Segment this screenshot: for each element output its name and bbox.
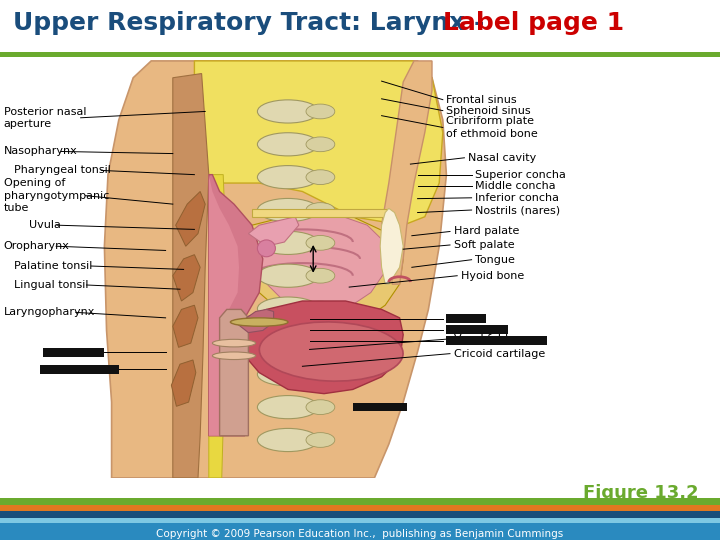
- Text: Laryngopharynx: Laryngopharynx: [4, 307, 95, 318]
- Polygon shape: [248, 213, 389, 314]
- Bar: [40, 364, 119, 374]
- Polygon shape: [173, 73, 209, 478]
- Ellipse shape: [306, 400, 335, 415]
- Text: Label page 1: Label page 1: [443, 11, 624, 35]
- Bar: [0, 511, 720, 518]
- Polygon shape: [382, 61, 432, 284]
- Polygon shape: [248, 217, 299, 246]
- Ellipse shape: [258, 363, 319, 386]
- Polygon shape: [230, 301, 403, 394]
- Bar: [446, 326, 508, 334]
- Text: Inferior concha: Inferior concha: [475, 193, 559, 203]
- Text: Tongue: Tongue: [475, 255, 515, 265]
- Text: Upper Respiratory Tract: Larynx -: Upper Respiratory Tract: Larynx -: [13, 11, 493, 35]
- Ellipse shape: [306, 433, 335, 447]
- Ellipse shape: [306, 301, 335, 316]
- Ellipse shape: [306, 235, 335, 250]
- Text: Posterior nasal
aperture: Posterior nasal aperture: [4, 106, 86, 129]
- Text: Cricoid cartilage: Cricoid cartilage: [454, 349, 545, 359]
- Polygon shape: [176, 192, 205, 246]
- Ellipse shape: [258, 330, 319, 353]
- Polygon shape: [104, 61, 446, 478]
- Text: Nasopharynx: Nasopharynx: [4, 146, 77, 157]
- Bar: [0, 498, 720, 504]
- Polygon shape: [171, 360, 196, 406]
- Polygon shape: [380, 208, 403, 284]
- Polygon shape: [194, 61, 443, 225]
- Bar: [0, 489, 720, 498]
- Ellipse shape: [259, 322, 403, 381]
- Text: Sphenoid sinus: Sphenoid sinus: [446, 106, 531, 116]
- Text: Soft palate: Soft palate: [454, 240, 514, 250]
- Bar: [0, 52, 720, 57]
- Text: Opening of
pharyngotympanic
tube: Opening of pharyngotympanic tube: [4, 178, 109, 213]
- Ellipse shape: [258, 231, 319, 254]
- Ellipse shape: [258, 428, 319, 451]
- Ellipse shape: [212, 339, 256, 347]
- Text: Palatine tonsil: Palatine tonsil: [14, 261, 93, 271]
- Bar: [0, 524, 720, 526]
- Text: Oropharynx: Oropharynx: [4, 241, 69, 251]
- Text: Hyoid bone: Hyoid bone: [461, 271, 524, 281]
- Text: Uvula: Uvula: [29, 220, 60, 230]
- Polygon shape: [209, 174, 227, 478]
- Ellipse shape: [306, 268, 335, 283]
- Bar: [0, 505, 720, 511]
- Bar: [0, 518, 720, 523]
- Text: Hard palate: Hard palate: [454, 226, 519, 237]
- Text: Cribriform plate
of ethmoid bone: Cribriform plate of ethmoid bone: [446, 116, 538, 139]
- Ellipse shape: [306, 367, 335, 382]
- Ellipse shape: [258, 100, 319, 123]
- Text: Frontal sinus: Frontal sinus: [446, 94, 517, 105]
- Ellipse shape: [306, 334, 335, 349]
- Ellipse shape: [258, 240, 275, 256]
- Ellipse shape: [306, 104, 335, 119]
- Polygon shape: [209, 174, 239, 436]
- Ellipse shape: [306, 137, 335, 152]
- Polygon shape: [230, 213, 403, 326]
- Polygon shape: [173, 255, 200, 301]
- Bar: [43, 348, 104, 357]
- Text: Pharyngeal tonsil: Pharyngeal tonsil: [14, 165, 112, 176]
- Text: Figure 13.2: Figure 13.2: [582, 484, 698, 502]
- Text: Copyright © 2009 Pearson Education Inc.,  publishing as Benjamin Cummings: Copyright © 2009 Pearson Education Inc.,…: [156, 529, 564, 539]
- Bar: [0, 526, 720, 540]
- Ellipse shape: [258, 166, 319, 189]
- Ellipse shape: [258, 264, 319, 287]
- Ellipse shape: [212, 352, 256, 360]
- Ellipse shape: [258, 133, 319, 156]
- Polygon shape: [209, 174, 263, 436]
- Bar: [252, 209, 389, 217]
- Bar: [353, 403, 407, 411]
- Text: Nasal cavity: Nasal cavity: [468, 153, 536, 163]
- Ellipse shape: [258, 297, 319, 320]
- Bar: [0, 523, 720, 540]
- Bar: [446, 336, 547, 345]
- Polygon shape: [173, 305, 198, 347]
- Text: Lingual tonsil: Lingual tonsil: [14, 280, 89, 290]
- Text: Middle concha: Middle concha: [475, 181, 556, 191]
- Text: Nostrils (nares): Nostrils (nares): [475, 205, 560, 215]
- Ellipse shape: [230, 318, 288, 326]
- Ellipse shape: [258, 396, 319, 418]
- Polygon shape: [220, 309, 248, 436]
- Ellipse shape: [258, 198, 319, 221]
- Text: Superior concha: Superior concha: [475, 171, 566, 180]
- Polygon shape: [238, 309, 274, 333]
- Ellipse shape: [306, 202, 335, 218]
- Text: Vocal fold: Vocal fold: [454, 334, 508, 344]
- Bar: [446, 314, 486, 323]
- Ellipse shape: [306, 170, 335, 185]
